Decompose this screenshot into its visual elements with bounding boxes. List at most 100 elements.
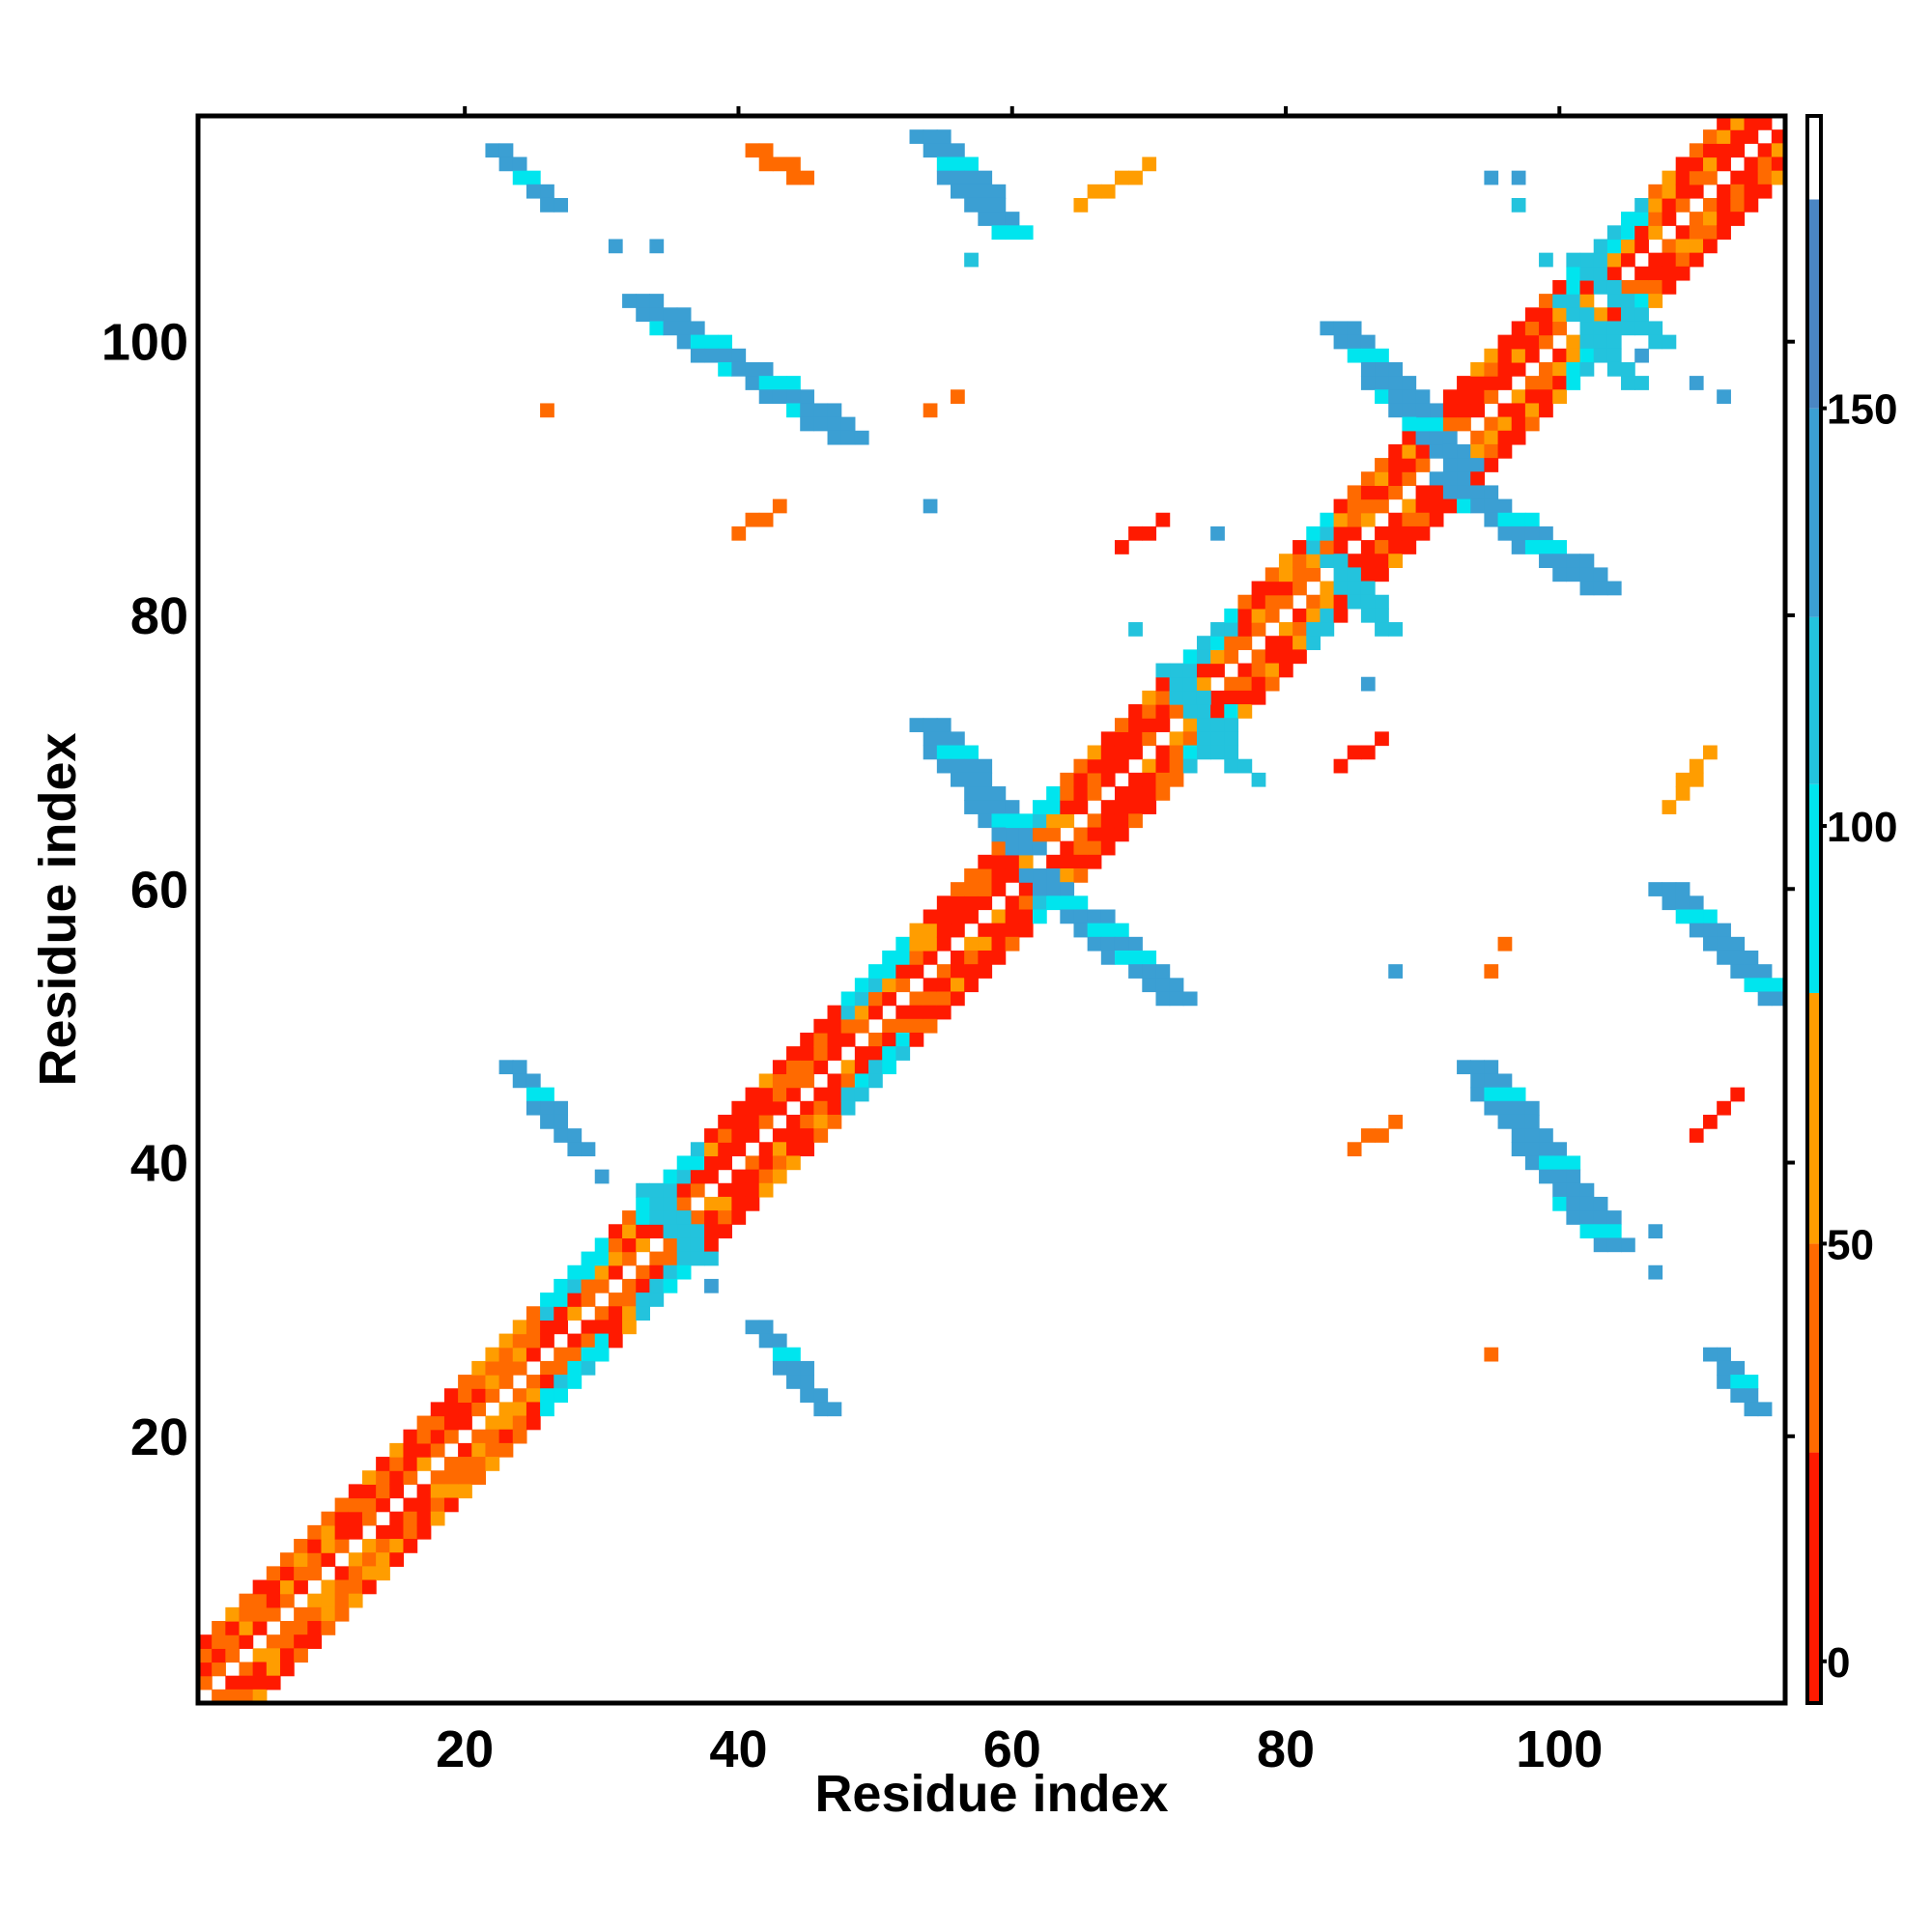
heatmap-cell: [1087, 827, 1102, 842]
heatmap-cell: [1552, 1155, 1567, 1171]
heatmap-cell: [1579, 361, 1595, 377]
heatmap-cell: [1402, 526, 1417, 541]
heatmap-cell: [936, 758, 952, 774]
heatmap-cell: [991, 786, 1007, 801]
heatmap-cell: [1306, 567, 1321, 582]
heatmap-cell: [1114, 758, 1129, 774]
heatmap-cell: [1073, 827, 1089, 842]
heatmap-cell: [951, 882, 965, 896]
heatmap-cell: [1717, 129, 1731, 144]
heatmap-cell: [991, 936, 1007, 952]
heatmap-cell: [471, 1457, 487, 1471]
heatmap-cell: [964, 252, 979, 268]
heatmap-cell: [1320, 321, 1335, 336]
heatmap-cell: [676, 1182, 692, 1198]
heatmap-cell: [1114, 923, 1129, 938]
heatmap-cell: [840, 1018, 856, 1034]
heatmap-cell: [923, 978, 938, 993]
heatmap-cell: [1744, 1375, 1759, 1389]
heatmap-cell: [936, 964, 952, 979]
heatmap-cell: [498, 1360, 514, 1376]
heatmap-cell: [1415, 430, 1431, 445]
heatmap-cell: [1689, 225, 1704, 241]
heatmap-cell: [512, 1060, 527, 1075]
heatmap-cell: [1087, 786, 1102, 801]
heatmap-cell: [1114, 745, 1129, 760]
heatmap-cell: [1566, 1196, 1581, 1211]
heatmap-cell: [622, 294, 637, 308]
heatmap-cell: [1689, 170, 1704, 185]
heatmap-cell: [458, 1457, 472, 1471]
heatmap-cell: [649, 1182, 665, 1198]
heatmap-cell: [279, 1579, 295, 1595]
heatmap-cell: [1511, 321, 1526, 336]
heatmap-cell: [704, 1128, 719, 1143]
heatmap-cell: [1128, 745, 1143, 760]
heatmap-cell: [512, 1388, 527, 1403]
heatmap-cell: [923, 1005, 938, 1020]
heatmap-cell: [376, 1497, 390, 1513]
heatmap-cell: [1524, 1128, 1540, 1143]
heatmap-cell: [443, 1497, 459, 1513]
heatmap-cell: [1566, 1169, 1581, 1184]
heatmap-cell: [1648, 882, 1663, 896]
heatmap-cell: [663, 1169, 678, 1184]
heatmap-cell: [882, 1060, 896, 1075]
heatmap-cell: [1005, 212, 1020, 226]
y-tick-label: 80: [130, 587, 188, 645]
heatmap-cell: [1073, 786, 1089, 801]
heatmap-cell: [1169, 663, 1184, 678]
heatmap-cell: [279, 1648, 295, 1663]
heatmap-cell: [1524, 1114, 1540, 1129]
heatmap-cell: [772, 1347, 787, 1362]
heatmap-cell: [1046, 854, 1061, 869]
heatmap-cell: [1730, 936, 1746, 952]
heatmap-cell: [840, 1100, 856, 1116]
heatmap-cell: [1018, 923, 1034, 938]
heatmap-cell: [1320, 540, 1335, 554]
heatmap-cell: [704, 1142, 719, 1157]
heatmap-cell: [1606, 225, 1622, 241]
heatmap-cell: [1375, 608, 1389, 623]
heatmap-cell: [512, 1415, 527, 1431]
heatmap-cell: [443, 1402, 459, 1417]
heatmap-cell: [1402, 389, 1417, 405]
heatmap-cell: [854, 1005, 869, 1020]
heatmap-cell: [1196, 704, 1211, 719]
heatmap-cell: [225, 1634, 241, 1649]
heatmap-cell: [909, 991, 924, 1007]
heatmap-cell: [526, 184, 541, 199]
heatmap-cell: [1703, 923, 1718, 938]
heatmap-cell: [307, 1539, 323, 1553]
heatmap-cell: [1606, 1237, 1622, 1253]
heatmap-cell: [1005, 909, 1020, 924]
heatmap-cell: [1429, 485, 1444, 500]
heatmap-cell: [512, 1347, 527, 1362]
heatmap-cell: [636, 1293, 650, 1307]
heatmap-cell: [554, 1306, 569, 1321]
heatmap-cell: [1375, 1128, 1389, 1143]
heatmap-cell: [581, 1293, 596, 1307]
heatmap-cell: [676, 1196, 692, 1211]
heatmap-cell: [1593, 1224, 1608, 1239]
colorbar-band: [1809, 1452, 1819, 1703]
heatmap-cell: [1251, 690, 1266, 705]
heatmap-cell: [813, 1114, 829, 1129]
heatmap-cell: [936, 936, 952, 952]
heatmap-cell: [676, 1264, 692, 1280]
heatmap-cell: [1717, 950, 1731, 965]
x-tick-label: 100: [1516, 1720, 1603, 1778]
heatmap-cell: [786, 1114, 801, 1129]
heatmap-cell: [1662, 184, 1677, 199]
heatmap-cell: [1484, 498, 1499, 514]
heatmap-cell: [1593, 266, 1608, 281]
heatmap-cell: [1524, 376, 1540, 390]
heatmap-cell: [1415, 416, 1431, 432]
heatmap-cell: [1429, 403, 1444, 418]
heatmap-cell: [964, 184, 979, 199]
heatmap-cell: [786, 1087, 801, 1102]
heatmap-cell: [1388, 403, 1404, 418]
heatmap-cell: [1662, 279, 1677, 295]
heatmap-cell: [1703, 170, 1718, 185]
heatmap-cell: [758, 1155, 774, 1171]
